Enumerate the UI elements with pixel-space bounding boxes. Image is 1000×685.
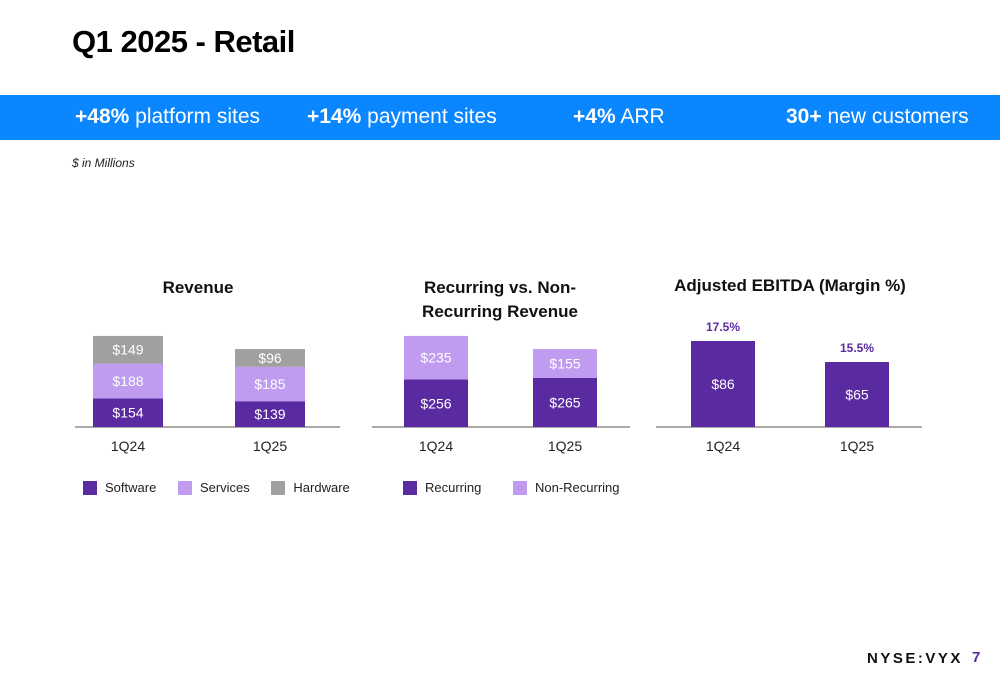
legend-swatch-hardware: [271, 480, 286, 495]
legend-swatch-software: [83, 480, 97, 495]
legend-swatch-recurring: [403, 480, 417, 495]
kpi-new-customers: 30+ new customers: [786, 105, 969, 129]
footer-ticker: NYSE:VYX: [867, 650, 963, 667]
recurring-bar-non-recurring-1q24: [404, 335, 468, 380]
recurring-chart-title: Recurring vs. Non-Recurring Revenue: [422, 278, 578, 321]
revenue-bar-software-1q24: [93, 398, 163, 427]
revenue-data-label: $185: [254, 376, 285, 392]
recurring-bar-recurring-1q25: [533, 377, 597, 427]
legend-swatch-services: [177, 480, 192, 495]
recurring-data-label: $265: [549, 394, 580, 410]
kpi-arr: +4% ARR: [573, 105, 665, 129]
ebitda-tick-label: 1Q24: [706, 438, 740, 454]
kpi-value: +14%: [307, 105, 362, 128]
units-note: $ in Millions: [72, 156, 135, 170]
revenue-bar-software-1q25: [235, 401, 305, 427]
ebitda-margin-label: 17.5%: [706, 320, 740, 334]
legend-label: Non-Recurring: [534, 480, 620, 495]
legend-item-non-recurring: Non-Recurring: [512, 480, 620, 495]
kpi-label: new customers: [827, 105, 969, 128]
revenue-bar-hardware-1q25: [235, 349, 305, 367]
revenue-chart-title: Revenue: [162, 278, 234, 297]
kpi-label: payment sites: [367, 105, 497, 128]
kpi-label: platform sites: [135, 105, 261, 128]
kpi-banner: +48% platform sites +14% payment sites +…: [0, 95, 1000, 140]
legend-label: Hardware: [293, 480, 350, 495]
revenue-bar-services-1q25: [235, 366, 305, 402]
recurring-legend: Recurring Non-Recurring: [403, 480, 638, 498]
recurring-data-label: $256: [420, 395, 451, 411]
revenue-data-label: $139: [254, 406, 285, 422]
ebitda-data-label: $86: [711, 376, 735, 392]
kpi-label: ARR: [620, 105, 665, 128]
legend-label: Services: [199, 480, 250, 495]
legend-item-recurring: Recurring: [403, 480, 481, 495]
recurring-tick-label: 1Q24: [419, 438, 453, 454]
legend-item-services: Services: [177, 480, 250, 495]
recurring-bar-recurring-1q24: [404, 379, 468, 427]
kpi-platform-sites: +48% platform sites: [75, 105, 260, 129]
page-title: Q1 2025 - Retail: [72, 24, 295, 59]
recurring-data-label: $235: [420, 350, 451, 366]
legend-label: Software: [105, 480, 157, 495]
recurring-tick-label: 1Q25: [548, 438, 582, 454]
legend-swatch-non-recurring: [512, 480, 527, 495]
revenue-legend: Software Services Hardware: [83, 480, 368, 498]
kpi-value: 30+: [786, 105, 822, 128]
ebitda-chart-title: Adjusted EBITDA (Margin %): [674, 276, 906, 295]
legend-label: Recurring: [425, 480, 482, 495]
legend-item-hardware: Hardware: [271, 480, 350, 495]
kpi-value: +4%: [573, 105, 616, 128]
ebitda-data-label: $65: [845, 387, 869, 403]
kpi-value: +48%: [75, 105, 130, 128]
revenue-tick-label: 1Q25: [253, 438, 287, 454]
ebitda-bar-1q25: [825, 362, 889, 427]
recurring-bar-non-recurring-1q25: [533, 349, 597, 378]
revenue-data-label: $96: [258, 350, 282, 366]
kpi-payment-sites: +14% payment sites: [307, 105, 497, 129]
revenue-tick-label: 1Q24: [111, 438, 145, 454]
legend-item-software: Software: [83, 480, 156, 495]
recurring-data-label: $155: [549, 355, 580, 371]
revenue-bar-hardware-1q24: [93, 335, 163, 364]
ebitda-bar-1q24: [691, 341, 755, 427]
ebitda-margin-label: 15.5%: [840, 341, 874, 355]
page-number: 7: [972, 649, 981, 666]
revenue-data-label: $149: [112, 342, 143, 358]
revenue-data-label: $188: [112, 373, 143, 389]
revenue-bar-services-1q24: [93, 363, 163, 399]
ebitda-tick-label: 1Q25: [840, 438, 874, 454]
revenue-data-label: $154: [112, 405, 143, 421]
